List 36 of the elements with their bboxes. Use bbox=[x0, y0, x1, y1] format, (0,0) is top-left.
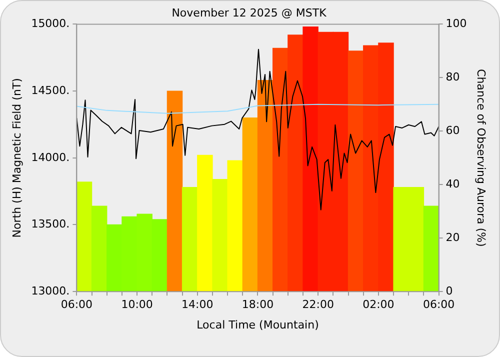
y-tick-label: 14500. bbox=[31, 84, 70, 97]
bar bbox=[272, 48, 288, 292]
bar bbox=[166, 90, 183, 292]
y2-tick-label: 80 bbox=[446, 70, 460, 84]
y-axis-title: North (H) Magnetic Field (nT) bbox=[10, 78, 24, 238]
bar bbox=[423, 206, 439, 292]
x-tick-label: 22:00 bbox=[302, 298, 334, 312]
bar bbox=[76, 182, 92, 292]
x-tick-label: 06:00 bbox=[60, 298, 93, 312]
bar bbox=[227, 160, 243, 292]
bar bbox=[288, 34, 304, 292]
y2-axis-title: Chance of Observing Aurora (%) bbox=[474, 69, 488, 247]
bar bbox=[257, 80, 274, 292]
bar bbox=[302, 26, 318, 292]
bar bbox=[242, 117, 258, 292]
y2-tick-label: 20 bbox=[446, 230, 460, 244]
y-tick-label: 13000. bbox=[31, 284, 70, 298]
bar bbox=[91, 206, 108, 292]
bar bbox=[212, 178, 228, 292]
x-tick-label: 06:00 bbox=[422, 298, 455, 312]
bar bbox=[182, 186, 198, 292]
x-tick-label: 14:00 bbox=[182, 298, 214, 312]
x-tick-label: 10:00 bbox=[121, 298, 153, 312]
y2-tick-label: 40 bbox=[446, 178, 460, 190]
y-tick-label: 15000. bbox=[31, 17, 70, 30]
y2-tick-label: 60 bbox=[446, 124, 460, 138]
x-tick-label: 18:00 bbox=[242, 298, 274, 312]
chart-title: November 12 2025 @ MSTK bbox=[172, 6, 328, 20]
y-tick-label: 13500. bbox=[31, 218, 70, 231]
x-axis-title: Local Time (Mountain) bbox=[196, 318, 319, 332]
bar bbox=[348, 50, 364, 292]
y2-tick-label: 100 bbox=[446, 17, 467, 30]
bar bbox=[197, 154, 213, 292]
y2-tick-label: 0 bbox=[446, 284, 453, 298]
y-tick-label: 14000. bbox=[31, 150, 70, 164]
x-tick-label: 02:00 bbox=[362, 298, 394, 312]
